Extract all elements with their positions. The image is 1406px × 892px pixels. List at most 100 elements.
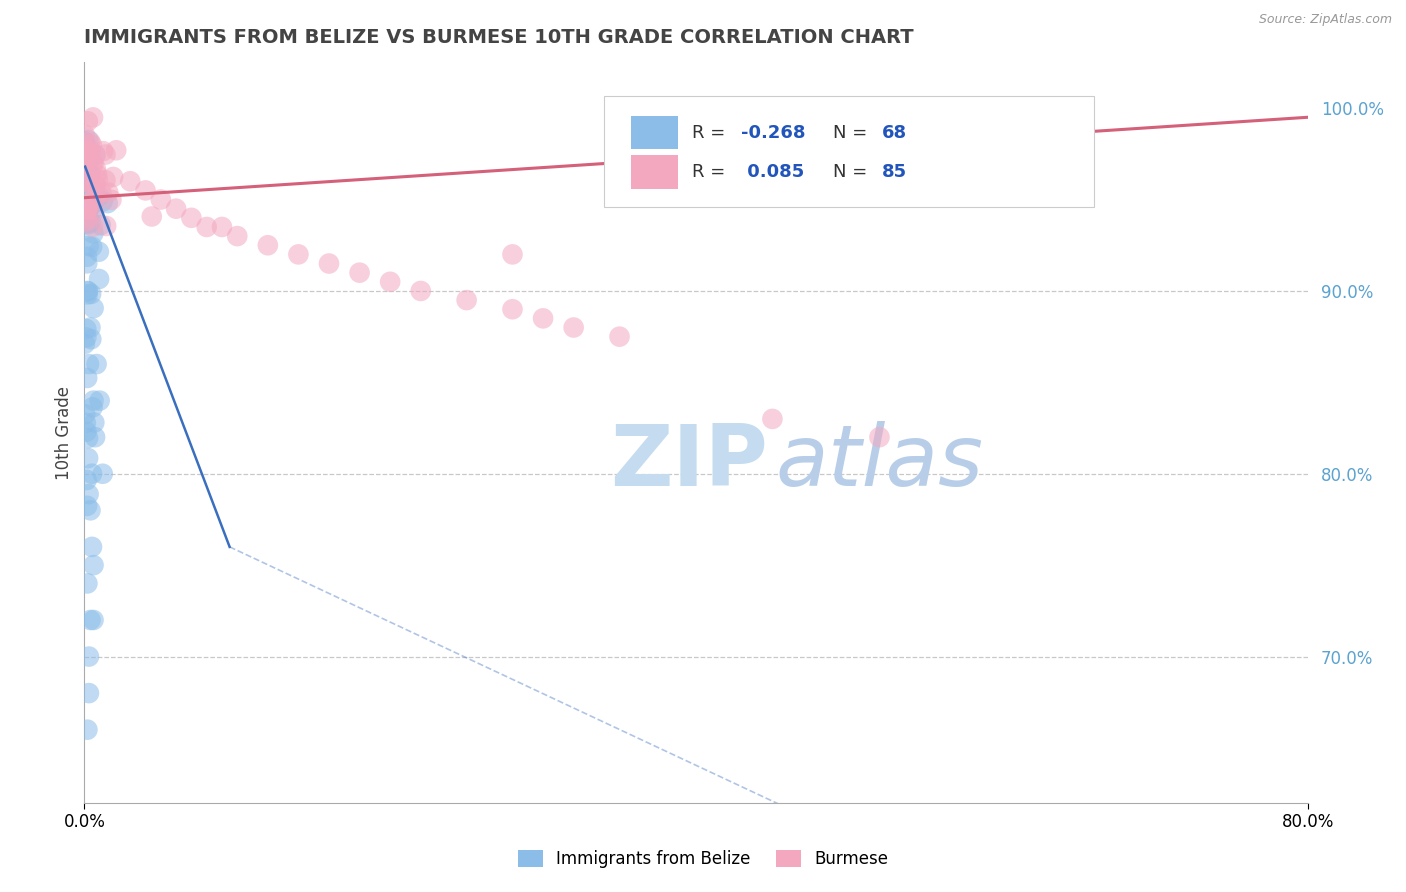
Point	[73, 128, 96, 142]
Point	[77, 357, 100, 371]
Point	[77, 217, 100, 231]
Point	[87, 173, 110, 187]
Text: atlas: atlas	[776, 421, 983, 504]
Point	[77, 431, 100, 445]
Point	[211, 219, 233, 234]
Point	[73, 136, 96, 150]
Point	[91, 194, 114, 209]
Point	[84, 178, 107, 192]
Point	[80, 215, 103, 229]
Point	[77, 189, 100, 203]
Point	[869, 430, 891, 444]
Text: 0.085: 0.085	[741, 163, 804, 181]
Text: Source: ZipAtlas.com: Source: ZipAtlas.com	[1258, 13, 1392, 27]
Point	[83, 416, 105, 430]
Point	[75, 149, 97, 163]
Point	[77, 149, 100, 163]
Point	[73, 161, 96, 176]
Point	[82, 197, 104, 211]
Point	[75, 175, 97, 189]
Point	[531, 311, 554, 326]
Legend: Immigrants from Belize, Burmese: Immigrants from Belize, Burmese	[512, 843, 894, 875]
Point	[75, 153, 97, 168]
Point	[87, 272, 110, 286]
Point	[349, 266, 371, 280]
Point	[73, 173, 96, 187]
Point	[84, 190, 107, 204]
Point	[79, 166, 101, 180]
Point	[76, 212, 98, 227]
Point	[86, 357, 108, 371]
Point	[141, 210, 163, 224]
Point	[75, 425, 97, 439]
Point	[82, 219, 104, 234]
Point	[82, 159, 104, 173]
Point	[79, 503, 101, 517]
Point	[77, 285, 100, 299]
Bar	[631, 155, 678, 189]
Point	[76, 202, 98, 216]
Point	[83, 558, 105, 573]
Point	[75, 407, 97, 421]
Point	[94, 173, 117, 187]
Text: R =: R =	[692, 163, 731, 181]
Point	[73, 154, 96, 169]
Point	[502, 302, 524, 317]
Point	[77, 487, 100, 501]
Point	[75, 156, 97, 170]
Point	[75, 217, 97, 231]
Point	[82, 111, 104, 125]
Point	[76, 499, 98, 513]
Point	[76, 371, 98, 385]
Text: IMMIGRANTS FROM BELIZE VS BURMESE 10TH GRADE CORRELATION CHART: IMMIGRANTS FROM BELIZE VS BURMESE 10TH G…	[84, 28, 914, 47]
Point	[76, 576, 98, 591]
Point	[76, 256, 98, 270]
Point	[82, 240, 104, 254]
Text: ZIP: ZIP	[610, 421, 768, 504]
Point	[76, 211, 98, 226]
Point	[75, 144, 97, 158]
Point	[76, 250, 98, 264]
Text: 68: 68	[882, 124, 907, 142]
Text: -0.268: -0.268	[741, 124, 806, 142]
Point	[97, 186, 120, 200]
Point	[75, 169, 97, 183]
Point	[77, 175, 100, 189]
FancyBboxPatch shape	[605, 95, 1094, 207]
Point	[91, 467, 114, 481]
Point	[75, 322, 97, 336]
Point	[76, 473, 98, 487]
Point	[83, 203, 105, 218]
Point	[79, 135, 101, 149]
Point	[80, 137, 103, 152]
Point	[73, 336, 96, 351]
Text: N =: N =	[832, 163, 873, 181]
Point	[80, 287, 103, 301]
Point	[75, 144, 97, 158]
Point	[79, 168, 101, 182]
Point	[83, 393, 105, 408]
Point	[77, 649, 100, 664]
Point	[76, 214, 98, 228]
Point	[80, 194, 103, 209]
Point	[761, 412, 783, 426]
Point	[96, 219, 118, 233]
Point	[77, 202, 100, 216]
Point	[75, 136, 97, 151]
Point	[97, 196, 120, 211]
Point	[76, 175, 98, 189]
Point	[180, 211, 202, 225]
Point	[149, 193, 172, 207]
Point	[83, 301, 105, 315]
Point	[77, 202, 100, 217]
Point	[101, 169, 124, 184]
Point	[76, 114, 98, 128]
Point	[94, 147, 117, 161]
Point	[82, 401, 104, 415]
Point	[83, 613, 105, 627]
Point	[226, 229, 249, 244]
Point	[73, 134, 96, 148]
Point	[84, 148, 107, 162]
Point	[77, 195, 100, 210]
Point	[90, 186, 112, 200]
